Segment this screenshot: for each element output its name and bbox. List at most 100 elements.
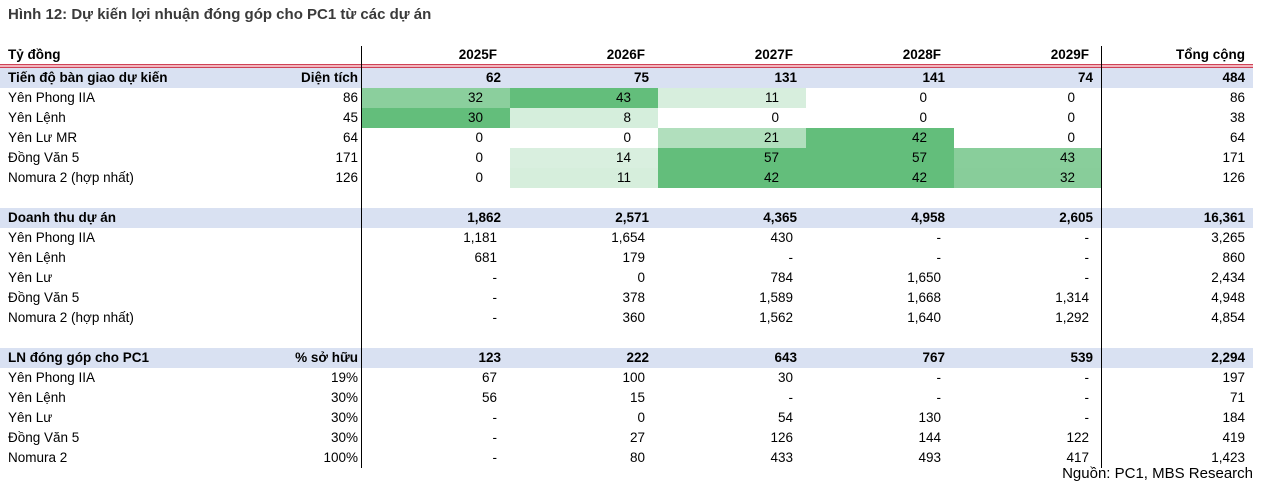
section-total-value: 74 <box>1077 70 1093 85</box>
project-name: Đồng Văn 5 <box>8 430 80 445</box>
year-headers: 2025F 2026F 2027F 2028F 2029F <box>362 46 1102 64</box>
year-value-cell: - <box>1084 230 1090 245</box>
project-name: Yên Phong IIA <box>8 90 96 105</box>
metric-value: 30% <box>330 390 358 405</box>
section-total-value: 131 <box>774 70 797 85</box>
year-value-cell: - <box>936 390 942 405</box>
year-value-cell: 126 <box>770 430 793 445</box>
row-total: 1,423 <box>1211 450 1245 465</box>
year-value-cell: 43 <box>954 148 1102 168</box>
year-column-header: 2029F <box>1050 47 1089 62</box>
section-total-value: 643 <box>774 350 797 365</box>
year-value-cell: - <box>492 450 498 465</box>
row-total: 171 <box>1222 150 1245 165</box>
year-value-cell: 0 <box>637 270 645 285</box>
row-total: 3,265 <box>1211 230 1245 245</box>
year-value-cell: 57 <box>806 148 954 168</box>
metric-value <box>242 268 362 288</box>
year-value-cell: - <box>936 370 942 385</box>
section-total-value: 222 <box>626 350 649 365</box>
year-value-cell: 80 <box>629 450 645 465</box>
table-body: Tiến độ bàn giao dự kiến Diện tích 62 75 131… <box>0 68 1253 468</box>
project-name: Yên Phong IIA <box>8 230 96 245</box>
table-row: Đồng Văn 5 30% - 27 126 144 122 419 <box>0 428 1253 448</box>
year-value-cell: 42 <box>658 168 806 188</box>
year-value-cell: 784 <box>770 270 793 285</box>
projects-table: Tỷ đồng 2025F 2026F 2027F 2028F 2029F Tổng c… <box>0 46 1253 468</box>
year-value-cell: - <box>492 270 498 285</box>
metric-value: 45 <box>342 110 358 125</box>
source-note: Nguồn: PC1, MBS Research <box>1062 465 1253 482</box>
section-total-value: 1,862 <box>467 210 501 225</box>
metric-value: 30% <box>330 410 358 425</box>
row-total: 126 <box>1222 170 1245 185</box>
year-value-cell: 1,589 <box>759 290 793 305</box>
year-value-cell: - <box>492 430 498 445</box>
table-row: Yên Phong IIA 1,181 1,654 430 - - 3,265 <box>0 228 1253 248</box>
year-value-cell: 42 <box>806 128 954 148</box>
year-value-cell: 56 <box>481 390 497 405</box>
row-total: 197 <box>1222 370 1245 385</box>
year-value-cell: 43 <box>510 88 658 108</box>
section-grand-total: 484 <box>1222 70 1245 85</box>
section-total-value: 62 <box>485 70 501 85</box>
year-value-cell: 417 <box>1066 450 1089 465</box>
year-value-cell: 130 <box>918 410 941 425</box>
year-value-cell: 30 <box>777 370 793 385</box>
table-row: Đồng Văn 5 - 378 1,589 1,668 1,314 4,948 <box>0 288 1253 308</box>
year-value-cell: 15 <box>629 390 645 405</box>
metric-column-header <box>242 208 362 228</box>
year-value-cell: 179 <box>622 250 645 265</box>
section-title: Tiến độ bàn giao dự kiến <box>8 70 168 85</box>
metric-value: 64 <box>342 130 358 145</box>
year-value-cell: 27 <box>629 430 645 445</box>
section-total-value: 123 <box>478 350 501 365</box>
year-column-header: 2025F <box>458 47 497 62</box>
year-value-cell: 433 <box>770 450 793 465</box>
row-total: 4,948 <box>1211 290 1245 305</box>
column-rule-left <box>361 46 362 468</box>
year-value-cell: - <box>788 250 794 265</box>
table-row: Yên Phong IIA 86 32 43 11 0 0 86 <box>0 88 1253 108</box>
year-value-cell: 32 <box>362 88 510 108</box>
project-name: Yên Lư <box>8 270 53 285</box>
year-value-cell: - <box>492 410 498 425</box>
year-value-cell: 0 <box>919 90 927 105</box>
project-name: Yên Lệnh <box>8 250 66 265</box>
year-value-cell: 378 <box>622 290 645 305</box>
project-name: Nomura 2 <box>8 450 68 465</box>
table-row: Yên Lệnh 30% 56 15 - - - 71 <box>0 388 1253 408</box>
table-header-row: Tỷ đồng 2025F 2026F 2027F 2028F 2029F Tổng c… <box>0 46 1253 64</box>
row-total: 4,854 <box>1211 310 1245 325</box>
project-name: Yên Lư MR <box>8 130 78 145</box>
row-total: 38 <box>1229 110 1245 125</box>
year-value-cell: 100 <box>622 370 645 385</box>
metric-value <box>242 228 362 248</box>
year-value-cell: - <box>492 310 498 325</box>
table-row: Nomura 2 (hợp nhất) 126 0 11 42 42 32 126 <box>0 168 1253 188</box>
year-column-header: 2028F <box>902 47 941 62</box>
year-value-cell: 1,668 <box>907 290 941 305</box>
year-value-cell: 32 <box>954 168 1102 188</box>
project-name: Yên Lệnh <box>8 110 66 125</box>
year-value-cell: 0 <box>771 110 779 125</box>
table-row: Yên Lệnh 681 179 - - - 860 <box>0 248 1253 268</box>
year-value-cell: 430 <box>770 230 793 245</box>
year-value-cell: 0 <box>475 130 483 145</box>
year-value-cell: 30 <box>362 108 510 128</box>
year-value-cell: 0 <box>475 170 483 185</box>
section-total-value: 4,365 <box>763 210 797 225</box>
table-row: Yên Phong IIA 19% 67 100 30 - - 197 <box>0 368 1253 388</box>
metric-value: 100% <box>323 450 358 465</box>
figure-title: Hình 12: Dự kiến lợi nhuận đóng góp cho … <box>8 6 432 23</box>
metric-value: 126 <box>335 170 358 185</box>
metric-value: 86 <box>342 90 358 105</box>
metric-column-header: % sở hữu <box>295 350 358 365</box>
year-value-cell: 8 <box>510 108 658 128</box>
section-total-value: 767 <box>922 350 945 365</box>
header-divider <box>0 64 1253 68</box>
section-total-value: 2,571 <box>615 210 649 225</box>
year-value-cell: - <box>1084 390 1090 405</box>
year-value-cell: 57 <box>658 148 806 168</box>
year-value-cell: 1,181 <box>463 230 497 245</box>
